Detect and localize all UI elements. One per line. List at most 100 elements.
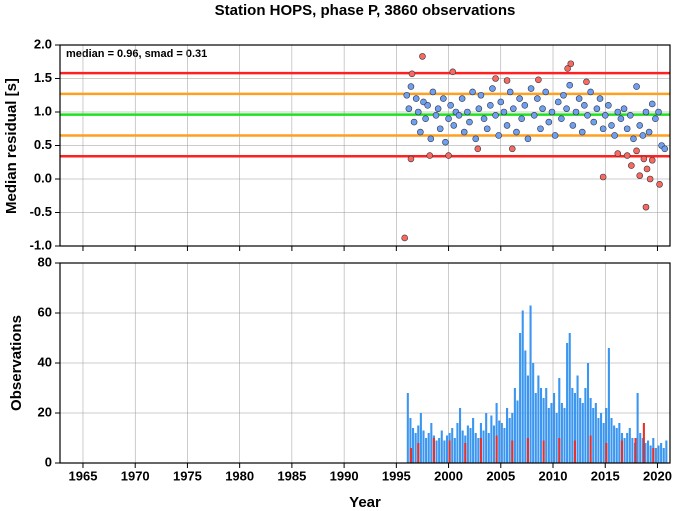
point — [513, 128, 520, 136]
bar — [555, 413, 558, 463]
bar — [456, 423, 459, 463]
point — [524, 135, 532, 143]
point — [539, 105, 546, 112]
bar — [524, 350, 527, 463]
bar — [571, 388, 574, 463]
point — [623, 125, 631, 133]
bar — [584, 388, 587, 463]
bar — [406, 393, 409, 463]
bar — [537, 375, 540, 463]
bar — [631, 438, 634, 463]
bar — [521, 310, 524, 463]
bar — [605, 408, 608, 463]
bar — [618, 423, 621, 463]
point — [477, 91, 485, 99]
point — [472, 135, 480, 143]
point — [445, 115, 452, 122]
point — [569, 122, 577, 129]
point — [563, 105, 570, 112]
y-tick-label: 80 — [38, 254, 52, 269]
bar — [453, 438, 456, 463]
bar — [479, 438, 482, 463]
bar — [487, 433, 490, 463]
bar — [602, 423, 605, 463]
x-tick-label: 1970 — [121, 468, 150, 483]
point — [633, 83, 640, 90]
y-tick-label: 1.5 — [34, 70, 52, 85]
bar — [472, 418, 475, 463]
bar — [545, 388, 548, 463]
point — [440, 95, 447, 102]
point — [581, 102, 588, 109]
point — [487, 102, 494, 109]
point — [633, 147, 640, 155]
point — [642, 108, 650, 116]
bar — [513, 388, 516, 463]
bar — [573, 440, 576, 463]
point — [652, 115, 659, 122]
point — [583, 78, 590, 86]
bar — [586, 363, 590, 463]
point — [503, 77, 511, 84]
point — [628, 162, 635, 169]
point — [500, 108, 508, 116]
chart-title: Station HOPS, phase P, 3860 observations — [215, 2, 516, 19]
bar — [547, 408, 550, 463]
bar — [485, 413, 488, 463]
bar — [600, 413, 603, 463]
bar — [461, 430, 464, 463]
point — [427, 135, 435, 143]
x-tick-label: 2020 — [643, 468, 672, 483]
point — [584, 112, 591, 119]
bar — [451, 428, 454, 463]
point — [492, 112, 499, 119]
point — [648, 100, 656, 108]
point — [537, 125, 544, 133]
point — [449, 68, 457, 76]
point — [535, 76, 542, 84]
bar — [560, 403, 563, 463]
point — [627, 112, 634, 119]
point — [564, 65, 571, 72]
bar — [639, 433, 642, 463]
point — [558, 115, 565, 122]
y-axis-label: Observations — [8, 315, 25, 411]
point — [587, 88, 594, 96]
point — [403, 91, 411, 99]
bar — [526, 375, 529, 463]
bar — [592, 408, 595, 463]
point — [518, 115, 525, 122]
point — [407, 83, 415, 90]
point — [567, 60, 575, 68]
point — [414, 108, 422, 116]
point — [614, 150, 622, 157]
bar — [459, 408, 462, 463]
bar — [576, 375, 579, 463]
bar — [539, 388, 543, 463]
point — [642, 203, 650, 211]
y-tick-label: 40 — [38, 354, 52, 369]
bar — [534, 393, 537, 463]
point — [510, 105, 517, 112]
point — [620, 105, 628, 112]
point — [436, 125, 444, 133]
bar — [532, 363, 535, 463]
y-tick-label: -0.5 — [30, 204, 52, 219]
bar — [623, 438, 626, 463]
bar — [542, 398, 545, 463]
x-axis-label: Year — [349, 494, 381, 511]
bar — [432, 438, 435, 463]
annotation: median = 0.96, smad = 0.31 — [66, 48, 207, 60]
point — [605, 102, 612, 109]
point — [442, 138, 449, 146]
point — [560, 91, 567, 99]
point — [408, 70, 416, 78]
point — [417, 128, 424, 136]
y-axis-label: Median residual [s] — [3, 78, 20, 214]
bar — [519, 333, 522, 463]
bar — [563, 408, 566, 463]
point — [497, 98, 505, 106]
bar — [417, 443, 420, 463]
point — [590, 118, 598, 126]
point — [636, 122, 644, 129]
